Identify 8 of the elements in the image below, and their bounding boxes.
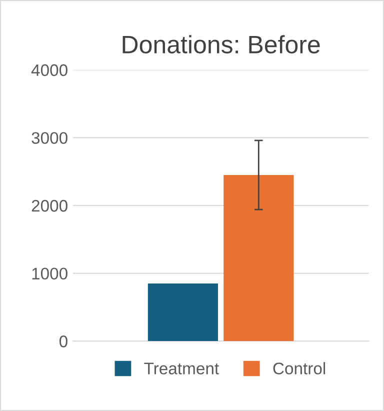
y-tick-label: 1000: [32, 268, 68, 280]
legend-label: Treatment: [144, 362, 219, 374]
y-tick-label: 4000: [31, 64, 68, 76]
y-tick-label: 3000: [32, 132, 68, 144]
y-tick-label: 2000: [32, 200, 68, 212]
legend-label: Control: [273, 362, 326, 374]
chart-title: Donations: Before: [122, 35, 320, 54]
y-tick-label: 0: [59, 336, 68, 348]
